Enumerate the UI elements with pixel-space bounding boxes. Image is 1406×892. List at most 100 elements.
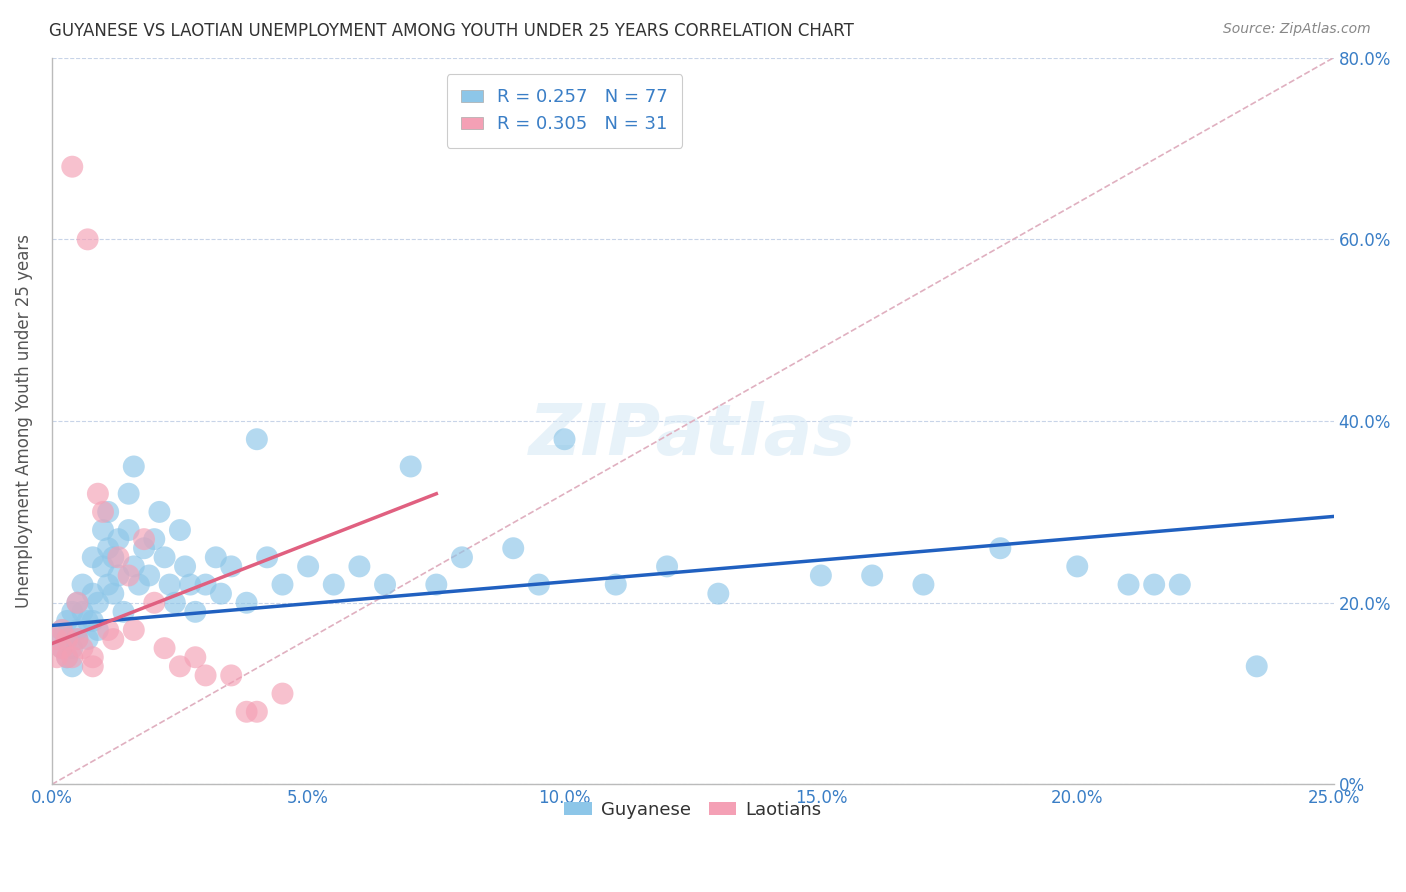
Point — [246, 705, 269, 719]
Point — [72, 641, 94, 656]
Point — [153, 641, 176, 656]
Point — [374, 577, 396, 591]
Point — [56, 650, 79, 665]
Point — [76, 632, 98, 646]
Point — [82, 659, 104, 673]
Point — [219, 668, 242, 682]
Point — [107, 532, 129, 546]
Point — [143, 532, 166, 546]
Point — [87, 623, 110, 637]
Point — [605, 577, 627, 591]
Point — [322, 577, 344, 591]
Point — [246, 432, 269, 446]
Point — [103, 587, 125, 601]
Point — [82, 650, 104, 665]
Point — [143, 596, 166, 610]
Point — [60, 160, 83, 174]
Point — [76, 232, 98, 246]
Point — [271, 687, 294, 701]
Point — [451, 550, 474, 565]
Point — [128, 577, 150, 591]
Point — [60, 659, 83, 673]
Point — [1143, 577, 1166, 591]
Point — [122, 559, 145, 574]
Point — [66, 632, 89, 646]
Point — [527, 577, 550, 591]
Text: ZIPatlas: ZIPatlas — [529, 401, 856, 470]
Point — [72, 605, 94, 619]
Point — [297, 559, 319, 574]
Point — [66, 632, 89, 646]
Point — [169, 659, 191, 673]
Point — [122, 459, 145, 474]
Point — [91, 505, 114, 519]
Point — [97, 541, 120, 556]
Point — [66, 596, 89, 610]
Point — [97, 623, 120, 637]
Point — [51, 641, 73, 656]
Point — [60, 641, 83, 656]
Point — [132, 532, 155, 546]
Point — [51, 623, 73, 637]
Point — [60, 605, 83, 619]
Point — [103, 550, 125, 565]
Point — [76, 614, 98, 628]
Point — [205, 550, 228, 565]
Point — [163, 596, 186, 610]
Point — [810, 568, 832, 582]
Point — [112, 605, 135, 619]
Point — [45, 650, 67, 665]
Point — [60, 650, 83, 665]
Point — [51, 623, 73, 637]
Point — [235, 705, 257, 719]
Point — [72, 577, 94, 591]
Point — [655, 559, 678, 574]
Legend: Guyanese, Laotians: Guyanese, Laotians — [557, 794, 828, 826]
Point — [56, 614, 79, 628]
Point — [138, 568, 160, 582]
Point — [97, 505, 120, 519]
Point — [349, 559, 371, 574]
Point — [219, 559, 242, 574]
Point — [45, 632, 67, 646]
Point — [209, 587, 232, 601]
Point — [66, 596, 89, 610]
Point — [56, 632, 79, 646]
Point — [1168, 577, 1191, 591]
Point — [82, 550, 104, 565]
Point — [1246, 659, 1268, 673]
Point — [553, 432, 575, 446]
Point — [45, 632, 67, 646]
Point — [399, 459, 422, 474]
Y-axis label: Unemployment Among Youth under 25 years: Unemployment Among Youth under 25 years — [15, 234, 32, 608]
Point — [174, 559, 197, 574]
Point — [56, 650, 79, 665]
Point — [194, 668, 217, 682]
Point — [107, 568, 129, 582]
Text: Source: ZipAtlas.com: Source: ZipAtlas.com — [1223, 22, 1371, 37]
Point — [169, 523, 191, 537]
Point — [51, 641, 73, 656]
Point — [194, 577, 217, 591]
Point — [118, 487, 141, 501]
Point — [107, 550, 129, 565]
Point — [1118, 577, 1140, 591]
Point — [707, 587, 730, 601]
Point — [148, 505, 170, 519]
Point — [118, 523, 141, 537]
Point — [122, 623, 145, 637]
Point — [912, 577, 935, 591]
Point — [103, 632, 125, 646]
Text: GUYANESE VS LAOTIAN UNEMPLOYMENT AMONG YOUTH UNDER 25 YEARS CORRELATION CHART: GUYANESE VS LAOTIAN UNEMPLOYMENT AMONG Y… — [49, 22, 853, 40]
Point — [97, 577, 120, 591]
Point — [425, 577, 447, 591]
Point — [91, 523, 114, 537]
Point — [235, 596, 257, 610]
Point — [82, 614, 104, 628]
Point — [87, 487, 110, 501]
Point — [132, 541, 155, 556]
Point — [82, 587, 104, 601]
Point — [56, 632, 79, 646]
Point — [118, 568, 141, 582]
Point — [179, 577, 201, 591]
